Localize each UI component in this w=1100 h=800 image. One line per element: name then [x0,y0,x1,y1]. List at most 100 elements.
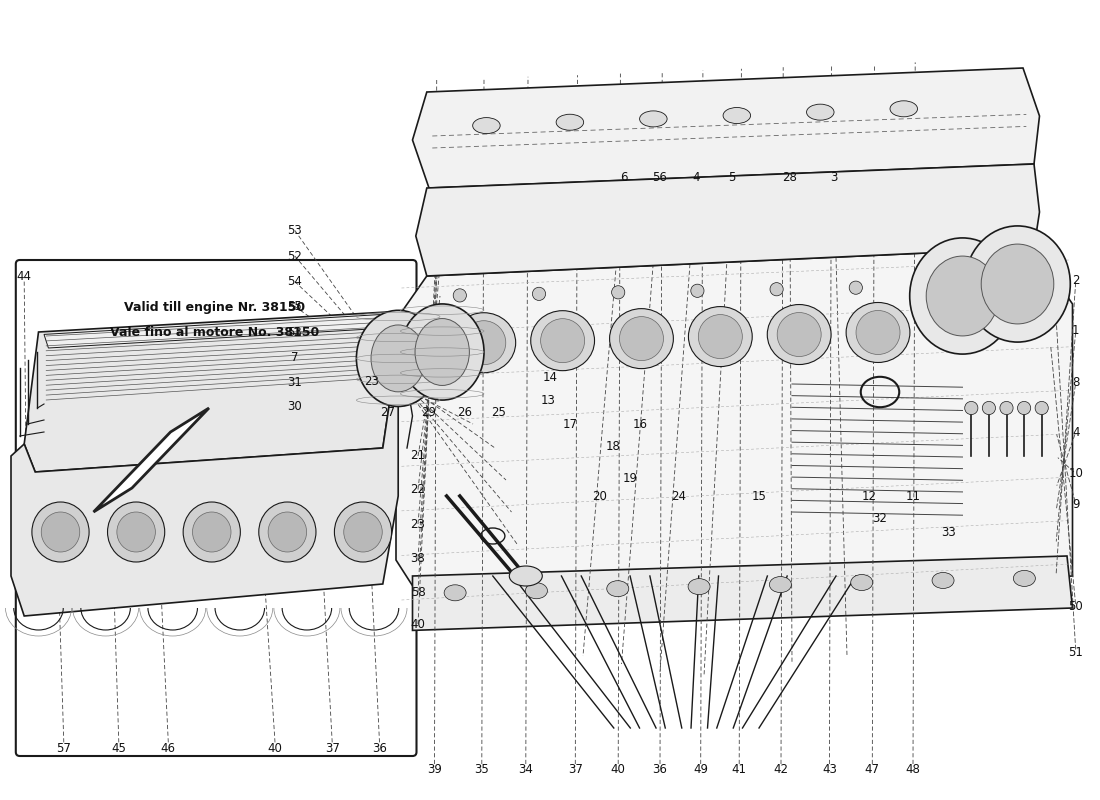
Ellipse shape [192,512,231,552]
Text: 23: 23 [364,375,380,388]
Text: 40: 40 [410,618,426,630]
Ellipse shape [965,226,1070,342]
Ellipse shape [926,256,999,336]
Ellipse shape [343,512,383,552]
Text: 38: 38 [410,552,426,565]
Text: 48: 48 [905,763,921,776]
Polygon shape [44,314,387,348]
Text: 39: 39 [427,763,442,776]
Circle shape [1000,402,1013,414]
Ellipse shape [689,306,752,366]
Text: 30: 30 [287,400,303,413]
Ellipse shape [607,581,629,597]
Ellipse shape [890,101,917,117]
Text: 5: 5 [728,171,735,184]
Polygon shape [24,312,398,472]
Text: 34: 34 [518,763,534,776]
Circle shape [928,279,942,293]
Circle shape [1008,278,1021,291]
Text: eurospares: eurospares [585,490,779,518]
Ellipse shape [723,107,750,123]
Text: 47: 47 [865,763,880,776]
Ellipse shape [452,313,516,373]
Text: 43: 43 [822,763,837,776]
Text: 46: 46 [161,742,176,754]
Text: 52: 52 [287,250,303,262]
Text: 3: 3 [830,171,837,184]
Ellipse shape [846,302,910,362]
Ellipse shape [32,502,89,562]
Text: 22: 22 [410,483,426,496]
Polygon shape [94,408,209,512]
Ellipse shape [856,310,900,354]
Text: 53: 53 [287,326,303,338]
Text: 58: 58 [410,586,426,598]
Circle shape [770,282,783,296]
Polygon shape [396,248,1072,608]
Polygon shape [416,164,1040,276]
Text: 1: 1 [1072,324,1079,337]
Text: 19: 19 [623,472,638,485]
Text: 24: 24 [671,490,686,502]
Circle shape [453,289,466,302]
Ellipse shape [850,574,872,590]
Ellipse shape [619,317,663,361]
Text: 57: 57 [56,742,72,754]
Polygon shape [412,556,1072,630]
Ellipse shape [769,577,791,593]
Ellipse shape [698,314,742,358]
Ellipse shape [910,238,1015,354]
Text: eurospares: eurospares [563,362,757,390]
Ellipse shape [371,325,426,392]
Text: 28: 28 [782,171,797,184]
Text: 14: 14 [542,371,558,384]
Text: 55: 55 [287,300,303,313]
Ellipse shape [526,582,548,598]
Text: 23: 23 [410,518,426,530]
Text: Valid till engine Nr. 38150: Valid till engine Nr. 38150 [124,302,305,314]
Ellipse shape [462,321,506,365]
Circle shape [691,284,704,298]
Text: eurospares: eurospares [145,490,339,518]
Text: 40: 40 [610,763,626,776]
Ellipse shape [415,318,470,386]
Text: Vale fino al motore No. 38150: Vale fino al motore No. 38150 [110,326,319,338]
Text: 40: 40 [267,742,283,754]
Ellipse shape [473,118,500,134]
Text: 49: 49 [693,763,708,776]
Circle shape [849,281,862,294]
Text: 8: 8 [1072,376,1079,389]
Text: 17: 17 [562,418,578,430]
Circle shape [982,402,996,414]
Text: 44: 44 [16,270,32,282]
Ellipse shape [530,310,594,370]
Circle shape [612,286,625,299]
Text: 26: 26 [456,406,472,418]
Ellipse shape [42,512,79,552]
Ellipse shape [806,104,834,120]
Text: 13: 13 [540,394,556,406]
Text: 45: 45 [111,742,126,754]
Ellipse shape [334,502,392,562]
Text: 12: 12 [861,490,877,502]
Text: 35: 35 [474,763,490,776]
Ellipse shape [689,578,711,594]
Text: 56: 56 [652,171,668,184]
Ellipse shape [444,585,466,601]
Text: 37: 37 [568,763,583,776]
Circle shape [965,402,978,414]
Text: 4: 4 [693,171,700,184]
Text: 42: 42 [773,763,789,776]
Text: 53: 53 [287,224,303,237]
Text: 9: 9 [1072,498,1079,510]
Ellipse shape [117,512,155,552]
Ellipse shape [400,304,484,400]
Text: eurospares: eurospares [145,362,339,390]
Ellipse shape [557,114,584,130]
Text: 21: 21 [410,450,426,462]
Text: 10: 10 [1068,467,1084,480]
Text: 18: 18 [605,440,620,453]
Text: 36: 36 [652,763,668,776]
Text: 2: 2 [1072,274,1079,286]
Text: 37: 37 [324,742,340,754]
